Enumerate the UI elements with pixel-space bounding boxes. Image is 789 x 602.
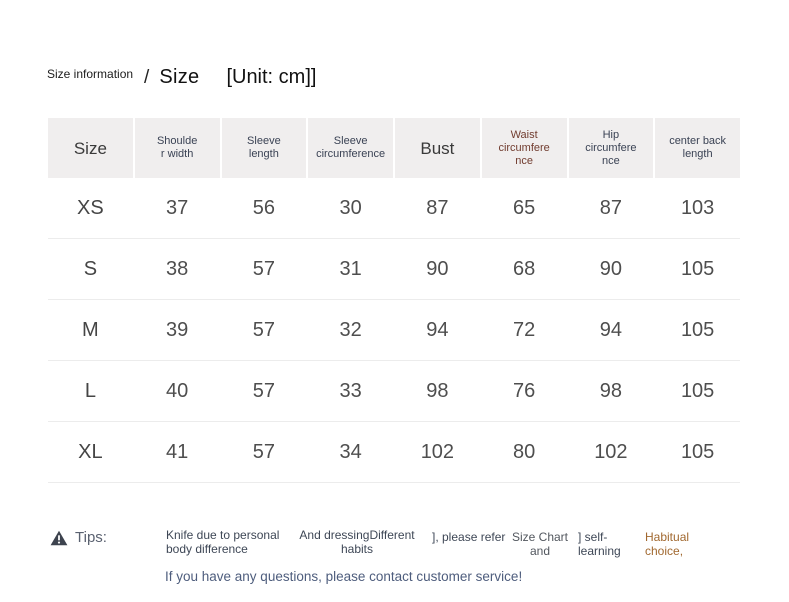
table-row: M 39 57 32 94 72 94 105 bbox=[48, 300, 740, 361]
value-cell: 90 bbox=[426, 257, 449, 280]
tip-segment-habitual-choice: Habitual choice, bbox=[645, 530, 690, 558]
value-cell: 102 bbox=[420, 440, 455, 463]
column-header-center-back-length: center back length bbox=[655, 118, 740, 178]
value-cell: 94 bbox=[599, 318, 622, 341]
size-cell: S bbox=[83, 257, 98, 280]
title-size-information: Size information bbox=[47, 67, 134, 81]
value-cell: 39 bbox=[166, 318, 189, 341]
value-cell: 31 bbox=[339, 257, 362, 280]
tips-label-text: Tips: bbox=[75, 529, 107, 546]
page-title: Size information / Size [Unit: cm]] bbox=[47, 66, 316, 89]
value-cell: 38 bbox=[166, 257, 189, 280]
value-cell: 76 bbox=[513, 379, 536, 402]
title-size: Size bbox=[159, 66, 200, 88]
title-unit: [Unit: cm]] bbox=[226, 66, 317, 88]
tip-segment-self-learning: ] self- learning bbox=[578, 530, 621, 558]
value-cell: 57 bbox=[252, 440, 275, 463]
value-cell: 98 bbox=[599, 379, 622, 402]
value-cell: 80 bbox=[513, 440, 536, 463]
value-cell: 33 bbox=[339, 379, 362, 402]
column-header-hip-circumference: Hip circumfere nce bbox=[568, 118, 654, 178]
column-header-sleeve-circumference: Sleeve circumference bbox=[308, 118, 393, 178]
value-cell: 105 bbox=[680, 257, 715, 280]
tip-segment-size-chart: Size Chart and bbox=[511, 530, 569, 558]
value-cell: 87 bbox=[599, 196, 622, 219]
value-cell: 90 bbox=[599, 257, 622, 280]
value-cell: 57 bbox=[252, 257, 275, 280]
value-cell: 87 bbox=[426, 196, 449, 219]
value-cell: 41 bbox=[166, 440, 189, 463]
table-row: L 40 57 33 98 76 98 105 bbox=[48, 361, 740, 422]
value-cell: 57 bbox=[252, 379, 275, 402]
customer-service-note: If you have any questions, please contac… bbox=[165, 569, 523, 584]
size-cell: M bbox=[82, 318, 99, 341]
value-cell: 56 bbox=[252, 196, 275, 219]
value-cell: 65 bbox=[513, 196, 536, 219]
value-cell: 105 bbox=[680, 379, 715, 402]
table-row: S 38 57 31 90 68 90 105 bbox=[48, 239, 740, 300]
value-cell: 37 bbox=[166, 196, 189, 219]
value-cell: 32 bbox=[339, 318, 362, 341]
tip-segment-body-difference: Knife due to personal body difference bbox=[166, 528, 280, 556]
size-chart-table: Size Shoulde r width Sleeve length Sleev… bbox=[48, 118, 740, 483]
value-cell: 94 bbox=[426, 318, 449, 341]
value-cell: 34 bbox=[339, 440, 362, 463]
value-cell: 103 bbox=[680, 196, 715, 219]
value-cell: 105 bbox=[680, 318, 715, 341]
size-cell: XL bbox=[78, 440, 103, 463]
title-separator: / bbox=[144, 67, 150, 88]
size-cell: XS bbox=[77, 196, 104, 219]
column-header-bust: Bust bbox=[395, 118, 480, 178]
tips-label: Tips: bbox=[50, 529, 107, 546]
column-header-size: Size bbox=[48, 118, 133, 178]
value-cell: 105 bbox=[680, 440, 715, 463]
value-cell: 68 bbox=[513, 257, 536, 280]
table-header-row: Size Shoulde r width Sleeve length Sleev… bbox=[48, 118, 740, 178]
value-cell: 57 bbox=[252, 318, 275, 341]
column-header-waist-circumference: Waist circumfere nce bbox=[481, 118, 567, 178]
column-header-shoulder-width: Shoulde r width bbox=[134, 118, 220, 178]
value-cell: 72 bbox=[513, 318, 536, 341]
column-header-sleeve-length: Sleeve length bbox=[221, 118, 307, 178]
value-cell: 40 bbox=[166, 379, 189, 402]
value-cell: 98 bbox=[426, 379, 449, 402]
warning-triangle-icon bbox=[50, 530, 68, 546]
tip-segment-please-refer: ], please refer bbox=[432, 530, 506, 544]
tip-segment-dressing-habits: And dressingDifferent habits bbox=[299, 528, 415, 556]
value-cell: 102 bbox=[594, 440, 628, 463]
table-row: XL 41 57 34 102 80 102 105 bbox=[48, 422, 740, 483]
value-cell: 30 bbox=[339, 196, 362, 219]
size-cell: L bbox=[84, 379, 96, 402]
table-row: XS 37 56 30 87 65 87 103 bbox=[48, 178, 740, 239]
